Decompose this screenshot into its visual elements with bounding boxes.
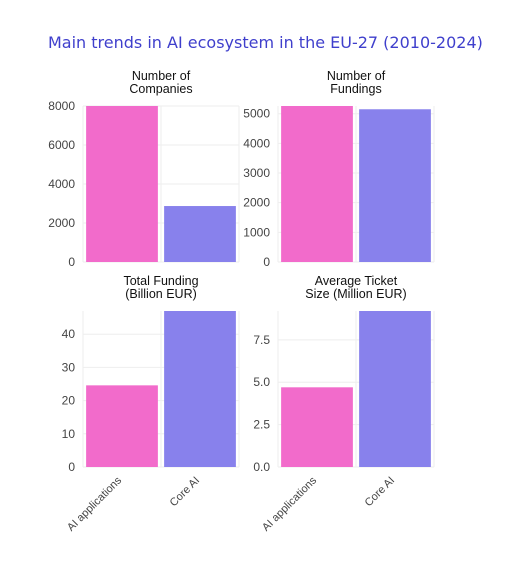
x-tick-label: AI applications [260, 474, 319, 533]
subplot-1: Number of Companies 0 2000 4000 6000 8000 [48, 69, 240, 269]
bar-core-ai [359, 311, 431, 467]
subplot-title-line: Average Ticket [315, 274, 398, 288]
subplot-2: Number of Fundings 0 1000 2000 3000 4000 5000 [243, 69, 435, 269]
subplot-3: Total Funding (Billion EUR) 0 10 20 30 40 AI ap… [62, 274, 240, 534]
bar-ai-applications [281, 106, 353, 262]
subplot-title-line: (Billion EUR) [125, 287, 197, 301]
y-tick-label: 20 [62, 394, 76, 408]
y-tick-label: 0.0 [253, 460, 270, 474]
bar-core-ai [359, 109, 431, 262]
subplot-title: Total Funding (Billion EUR) [123, 274, 198, 301]
y-tick-label: 2.5 [253, 418, 270, 432]
y-tick-label: 3000 [243, 166, 270, 180]
subplot-title-line: Number of [327, 69, 386, 83]
y-tick-label: 0 [263, 255, 270, 269]
x-tick-label: Core AI [363, 475, 397, 509]
x-tick-label: AI applications [65, 474, 124, 533]
subplot-title-line: Companies [129, 82, 192, 96]
y-tick-label: 2000 [48, 216, 75, 230]
y-tick-label: 0 [68, 460, 75, 474]
y-tick-label: 0 [68, 255, 75, 269]
subplot-title-line: Size (Million EUR) [305, 287, 406, 301]
subplot-title: Average Ticket Size (Million EUR) [305, 274, 406, 301]
y-tick-label: 5000 [243, 107, 270, 121]
y-tick-label: 7.5 [253, 333, 270, 347]
y-tick-label: 4000 [48, 177, 75, 191]
y-tick-label: 40 [62, 327, 76, 341]
y-tick-label: 30 [62, 360, 76, 374]
x-tick-label: Core AI [168, 475, 202, 509]
subplot-4: Average Ticket Size (Million EUR) 0.0 2.5 5.… [253, 274, 435, 534]
y-tick-label: 4000 [243, 136, 270, 150]
subplot-title: Number of Fundings [327, 69, 386, 96]
y-tick-label: 6000 [48, 138, 75, 152]
bar-core-ai [164, 206, 236, 262]
y-tick-label: 10 [62, 427, 76, 441]
bar-ai-applications [86, 385, 158, 467]
y-tick-label: 2000 [243, 196, 270, 210]
chart-title: Main trends in AI ecosystem in the EU-27… [48, 33, 483, 52]
y-tick-label: 8000 [48, 99, 75, 113]
y-tick-label: 1000 [243, 225, 270, 239]
subplot-title-line: Number of [132, 69, 191, 83]
subplot-title: Number of Companies [129, 69, 192, 96]
bar-ai-applications [281, 387, 353, 467]
bar-core-ai [164, 311, 236, 467]
y-tick-label: 5.0 [253, 375, 270, 389]
subplot-title-line: Total Funding [123, 274, 198, 288]
subplot-title-line: Fundings [330, 82, 381, 96]
bar-ai-applications [86, 106, 158, 262]
